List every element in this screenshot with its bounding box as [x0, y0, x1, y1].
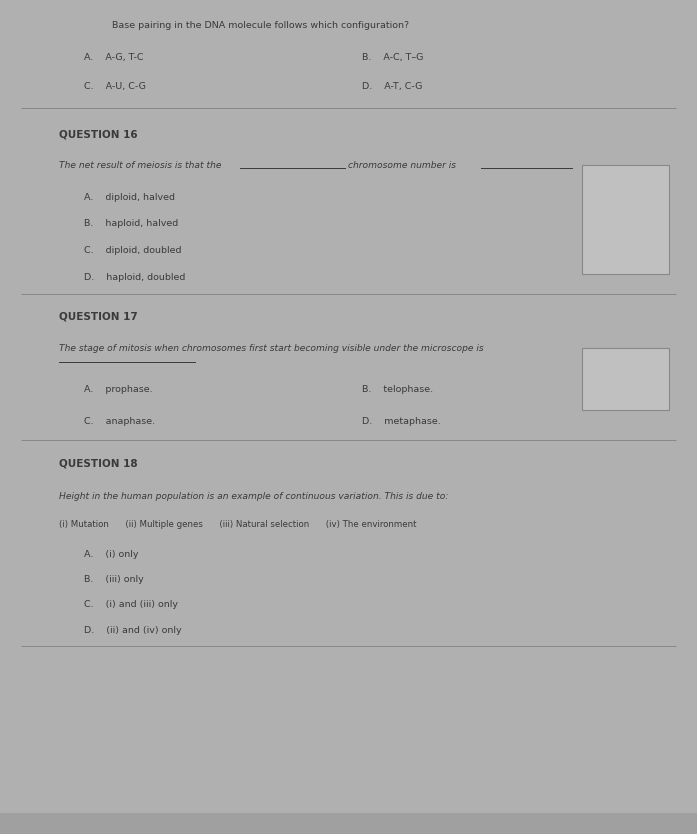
- Text: A.    A-G, T-C: A. A-G, T-C: [84, 53, 143, 62]
- Text: B.    haploid, halved: B. haploid, halved: [84, 219, 178, 229]
- Text: B.    A-C, T–G: B. A-C, T–G: [362, 53, 424, 62]
- Text: C.    (i) and (iii) only: C. (i) and (iii) only: [84, 600, 178, 610]
- Text: C.    anaphase.: C. anaphase.: [84, 417, 155, 426]
- Text: (i) Mutation      (ii) Multiple genes      (iii) Natural selection      (iv) The: (i) Mutation (ii) Multiple genes (iii) N…: [59, 520, 417, 530]
- Bar: [582, 348, 669, 410]
- Text: D.    metaphase.: D. metaphase.: [362, 417, 441, 426]
- Bar: [582, 165, 669, 274]
- Text: Height in the human population is an example of continuous variation. This is du: Height in the human population is an exa…: [59, 492, 449, 501]
- Text: QUESTION 18: QUESTION 18: [59, 459, 138, 469]
- Text: QUESTION 16: QUESTION 16: [59, 129, 138, 139]
- Text: The stage of mitosis when chromosomes first start becoming visible under the mic: The stage of mitosis when chromosomes fi…: [59, 344, 484, 353]
- Text: Base pairing in the DNA molecule follows which configuration?: Base pairing in the DNA molecule follows…: [112, 21, 408, 30]
- Bar: [0, 813, 697, 834]
- Text: A.    prophase.: A. prophase.: [84, 385, 152, 394]
- Text: A.    diploid, halved: A. diploid, halved: [84, 193, 175, 202]
- Text: C.    diploid, doubled: C. diploid, doubled: [84, 246, 181, 255]
- Text: QUESTION 17: QUESTION 17: [59, 312, 138, 322]
- Text: B.    (iii) only: B. (iii) only: [84, 575, 144, 585]
- Text: B.    telophase.: B. telophase.: [362, 385, 434, 394]
- Text: The net result of meiosis is that the: The net result of meiosis is that the: [59, 161, 222, 170]
- Text: A.    (i) only: A. (i) only: [84, 550, 138, 560]
- Text: chromosome number is: chromosome number is: [348, 161, 457, 170]
- Text: C.    A-U, C-G: C. A-U, C-G: [84, 82, 146, 91]
- Text: D.    (ii) and (iv) only: D. (ii) and (iv) only: [84, 626, 181, 635]
- Text: D.    haploid, doubled: D. haploid, doubled: [84, 273, 185, 282]
- Text: D.    A-T, C-G: D. A-T, C-G: [362, 82, 423, 91]
